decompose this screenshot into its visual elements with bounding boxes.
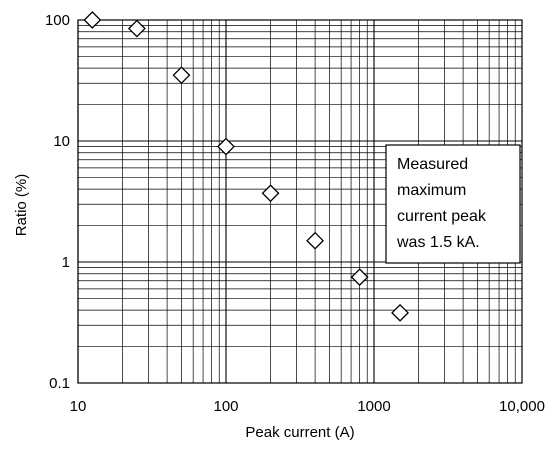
x-tick-labels: 10 100 1000 10,000	[70, 398, 545, 415]
x-tick-label: 1000	[357, 398, 390, 415]
x-tick-label: 10,000	[499, 398, 545, 415]
data-point	[350, 268, 369, 287]
annotation-line-4: was 1.5 kA.	[396, 234, 480, 251]
annotation-line-2: maximum	[397, 182, 466, 199]
plot-frame	[77, 19, 523, 384]
x-tick-label: 100	[213, 398, 238, 415]
data-point	[172, 66, 191, 85]
y-tick-labels: 0.1 1 10 100	[45, 12, 70, 392]
y-tick-label: 1	[62, 254, 70, 271]
annotation-box: Measured maximum current peak was 1.5 kA…	[385, 144, 521, 264]
y-tick-label: 10	[53, 133, 70, 150]
data-point	[83, 11, 102, 29]
y-axis-label: Ratio (%)	[13, 174, 30, 237]
annotation-line-1: Measured	[397, 156, 468, 173]
data-point	[391, 303, 409, 322]
data-point	[261, 184, 280, 203]
data-point	[306, 231, 325, 250]
y-tick-label: 100	[45, 12, 70, 29]
data-points	[83, 11, 409, 322]
x-axis-label: Peak current (A)	[245, 424, 354, 441]
data-point	[217, 137, 235, 156]
x-tick-label: 10	[70, 398, 87, 415]
data-point	[127, 19, 146, 38]
annotation-frame	[385, 144, 521, 264]
y-tick-label: 0.1	[49, 375, 70, 392]
annotation-line-3: current peak	[397, 208, 487, 225]
